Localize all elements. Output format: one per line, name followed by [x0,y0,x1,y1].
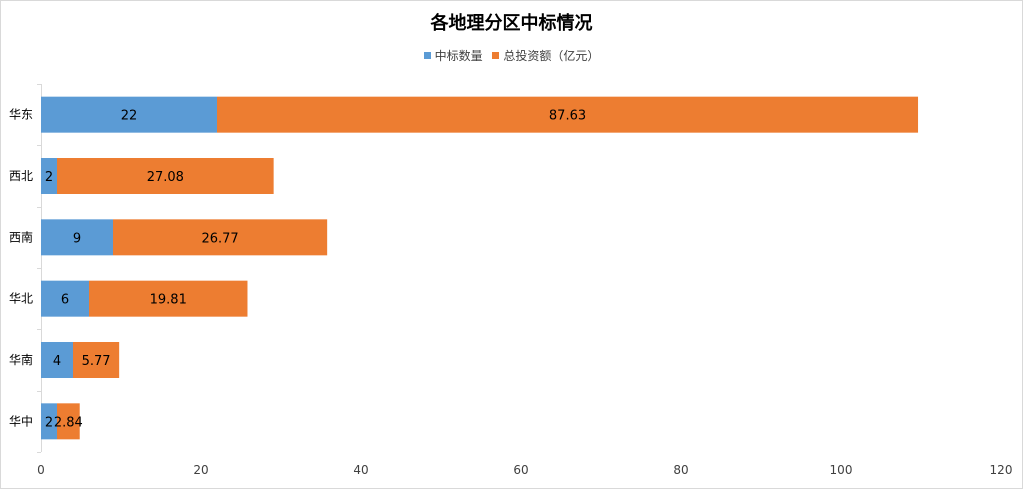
data-label: 2 [45,415,53,430]
x-tick-label: 0 [37,463,45,477]
legend-swatch-series-1 [423,52,431,59]
bar-segment [41,96,217,133]
category-label: 西北 [9,169,33,183]
bar-segment [57,403,80,440]
legend-swatch-series-2 [492,52,500,59]
bar-segment [41,342,73,378]
data-label: 6 [61,293,69,308]
bar-segment [89,280,248,317]
legend-item-series-2: 总投资额（亿元） [492,47,599,64]
category-label: 华南 [9,352,33,367]
legend-label-series-1: 中标数量 [434,49,483,63]
x-tick-label: 120 [990,463,1013,477]
bar-segment [41,403,57,440]
chart-legend: 中标数量 总投资额（亿元） [0,47,1023,64]
category-label: 华中 [9,413,33,428]
data-label: 87.63 [549,109,586,124]
bar-segment [57,158,274,194]
bar-segment [113,219,328,256]
x-tick-label: 80 [673,463,688,477]
x-tick-label: 60 [513,463,528,477]
bar-segment [41,219,113,256]
bar-segment [41,158,57,194]
data-label: 4 [53,354,61,369]
category-label: 西南 [9,229,33,244]
data-label: 27.08 [147,170,184,185]
x-tick-label: 20 [193,463,208,477]
data-label: 22 [121,109,138,124]
bar-segment [73,342,120,378]
data-label: 2.84 [54,415,83,430]
data-label: 9 [73,231,81,246]
legend-label-series-2: 总投资额（亿元） [503,49,600,63]
category-label: 华北 [9,292,33,306]
data-label: 26.77 [201,231,238,246]
data-label: 2 [45,170,53,185]
bar-segment [217,96,919,133]
chart-title: 各地理分区中标情况 [430,13,593,34]
x-tick-label: 40 [353,463,368,477]
legend-item-series-1: 中标数量 [423,47,483,64]
x-tick-label: 100 [830,463,853,477]
data-label: 5.77 [82,354,111,369]
category-label: 华东 [9,108,33,122]
data-label: 19.81 [150,293,187,308]
bar-segment [41,280,89,317]
